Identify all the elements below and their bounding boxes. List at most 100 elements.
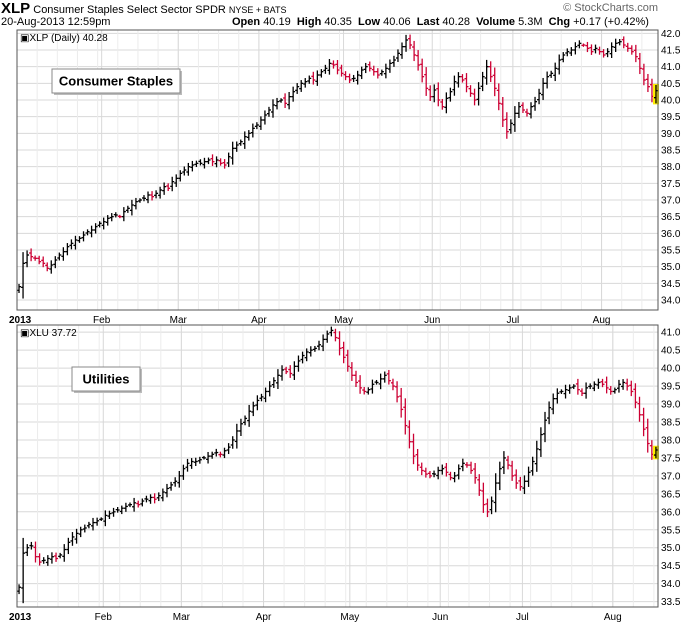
y-tick-label: 38.0 bbox=[661, 435, 681, 446]
ohlc-bar bbox=[299, 80, 304, 92]
ohlc-bar bbox=[375, 68, 380, 79]
ohlc-bar bbox=[493, 473, 498, 513]
ohlc-bar bbox=[415, 449, 420, 471]
ohlc-bar bbox=[218, 451, 223, 458]
ohlc-bar bbox=[629, 45, 634, 55]
x-tick-label: Apr bbox=[256, 612, 272, 623]
ohlc-bar bbox=[73, 235, 78, 250]
ohlc-bar bbox=[363, 62, 368, 74]
ohlc-bar bbox=[132, 497, 137, 512]
ohlc-bar bbox=[621, 379, 626, 390]
annotation-box bbox=[51, 68, 181, 94]
ohlc-bar bbox=[113, 212, 118, 218]
ohlc-bar bbox=[605, 48, 610, 58]
ohlc-bar bbox=[477, 474, 482, 496]
ohlc-bar bbox=[460, 458, 465, 472]
ohlc-bar bbox=[243, 415, 248, 426]
ohlc-bar bbox=[197, 456, 202, 464]
ohlc-bar bbox=[526, 466, 531, 487]
ohlc-bar bbox=[596, 378, 601, 389]
last-label: Last bbox=[416, 16, 440, 28]
ohlc-bar bbox=[169, 481, 174, 491]
ohlc-bar bbox=[395, 381, 400, 403]
ohlc-bar bbox=[190, 160, 195, 172]
ohlc-bar bbox=[263, 387, 268, 403]
x-tick-label: Mar bbox=[170, 315, 188, 326]
open-label: Open bbox=[232, 16, 261, 28]
ohlc-bar bbox=[230, 436, 235, 449]
chg-value: +0.17 (+0.42%) bbox=[573, 16, 649, 28]
ohlc-bar bbox=[518, 476, 523, 491]
ohlc-bar bbox=[617, 38, 622, 46]
ohlc-bar bbox=[424, 67, 429, 96]
ohlc-bar bbox=[238, 139, 243, 146]
ohlc-bar bbox=[152, 493, 157, 504]
ohlc-bar bbox=[82, 524, 87, 533]
ohlc-bar bbox=[573, 42, 578, 55]
ohlc-bar bbox=[335, 60, 340, 75]
ohlc-bar bbox=[585, 41, 590, 53]
ohlc-bar bbox=[325, 330, 330, 343]
ohlc-bar bbox=[77, 236, 82, 243]
ohlc-bar bbox=[370, 379, 375, 394]
ohlc-bar bbox=[74, 528, 79, 544]
ohlc-bar bbox=[194, 160, 199, 168]
ohlc-bar bbox=[287, 92, 292, 110]
y-tick-label: 36.0 bbox=[661, 229, 681, 240]
ohlc-bar bbox=[105, 215, 110, 226]
ohlc-bar bbox=[189, 458, 194, 469]
ohlc-bar bbox=[41, 256, 46, 268]
ohlc-bar bbox=[214, 448, 219, 457]
ohlc-bar bbox=[567, 384, 572, 394]
ohlc-bar bbox=[262, 110, 267, 125]
ohlc-bar bbox=[97, 221, 102, 228]
ohlc-bar bbox=[382, 371, 387, 383]
ohlc-bar bbox=[565, 48, 570, 57]
chart-annotation: Utilities bbox=[83, 372, 130, 387]
ohlc-bar bbox=[374, 379, 379, 385]
ohlc-bar bbox=[275, 97, 280, 110]
ohlc-bar bbox=[371, 65, 376, 76]
ohlc-bar bbox=[428, 85, 433, 101]
ohlc-bar bbox=[584, 382, 589, 399]
ohlc-bar bbox=[589, 44, 594, 55]
annotation-box bbox=[71, 366, 141, 392]
ohlc-bar bbox=[472, 88, 477, 106]
ohlc-bar bbox=[70, 532, 75, 546]
ohlc-bar bbox=[206, 157, 211, 165]
x-tick-label: Feb bbox=[95, 612, 113, 623]
ohlc-bar bbox=[386, 369, 391, 385]
y-tick-label: 37.5 bbox=[661, 179, 681, 190]
ohlc-bar bbox=[543, 411, 548, 443]
ohlc-bar bbox=[29, 541, 34, 550]
ohlc-bar bbox=[534, 440, 539, 472]
ohlc-bar bbox=[637, 52, 642, 75]
ohlc-bar bbox=[601, 49, 606, 58]
ohlc-bar bbox=[247, 404, 252, 427]
quote-datetime: 20-Aug-2013 12:59pm bbox=[1, 16, 111, 28]
ohlc-bar bbox=[468, 85, 473, 97]
ohlc-bar bbox=[321, 334, 326, 352]
ohlc-bar bbox=[164, 483, 169, 498]
ohlc-bar bbox=[641, 63, 646, 86]
ohlc-bar bbox=[222, 447, 227, 459]
ohlc-bar bbox=[358, 375, 363, 394]
y-tick-label: 40.5 bbox=[661, 346, 681, 357]
ohlc-bar bbox=[198, 159, 203, 166]
ohlc-bar bbox=[115, 507, 120, 513]
ohlc-bar bbox=[283, 93, 288, 108]
ohlc-bar bbox=[588, 383, 593, 390]
ohlc-bar bbox=[186, 162, 191, 176]
ohlc-bar bbox=[345, 349, 350, 372]
ohlc-bar bbox=[177, 470, 182, 488]
x-tick-label: Apr bbox=[251, 315, 267, 326]
y-tick-label: 41.0 bbox=[661, 328, 681, 339]
ohlc-bar bbox=[488, 61, 493, 83]
ohlc-bar bbox=[529, 102, 534, 119]
ohlc-bar bbox=[353, 370, 358, 388]
ohlc-bar bbox=[537, 88, 542, 105]
ohlc-bar bbox=[575, 378, 580, 395]
y-tick-label: 35.0 bbox=[661, 543, 681, 554]
ohlc-bar bbox=[210, 451, 215, 459]
